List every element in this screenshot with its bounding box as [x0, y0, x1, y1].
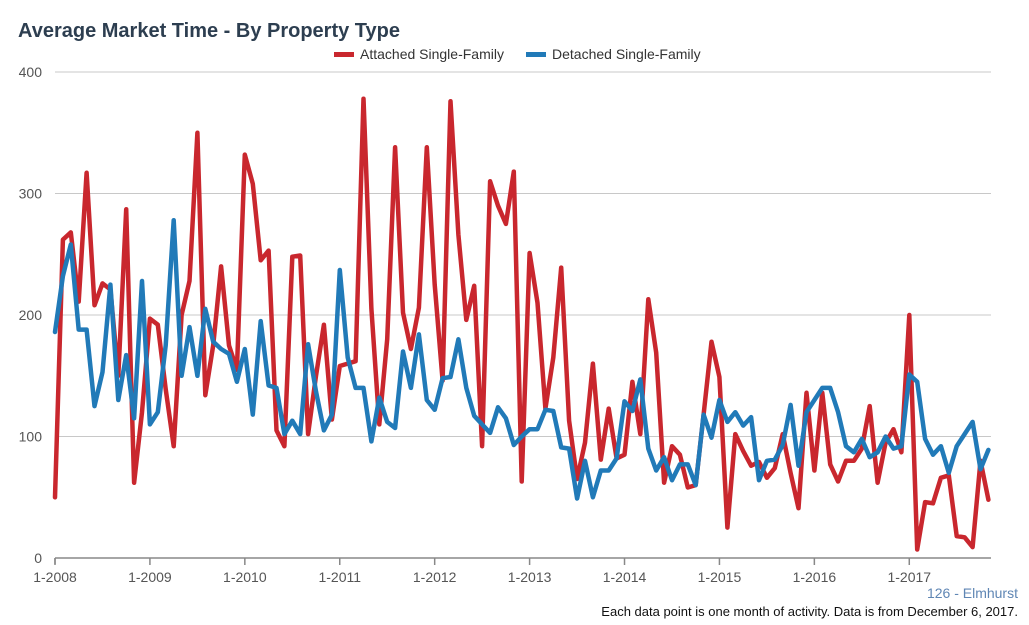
x-tick-label-1-2012: 1-2012	[413, 569, 457, 585]
y-tick-label-0: 0	[34, 550, 42, 566]
y-tick-label-100: 100	[19, 429, 43, 445]
chart-title: Average Market Time - By Property Type	[18, 20, 400, 42]
x-tick-label-1-2015: 1-2015	[698, 569, 742, 585]
y-tick-label-400: 400	[19, 64, 43, 80]
series-line-detached	[52, 217, 991, 501]
x-tick-label-1-2008: 1-2008	[33, 569, 77, 585]
x-tick-label-1-2014: 1-2014	[603, 569, 647, 585]
series-lines	[52, 96, 991, 552]
x-tick-label-1-2011: 1-2011	[318, 569, 361, 585]
legend-swatch-attached	[334, 51, 354, 57]
legend-label-detached: Detached Single-Family	[552, 46, 701, 62]
x-tick-label-1-2010: 1-2010	[223, 569, 267, 585]
y-tick-label-300: 300	[19, 186, 43, 202]
legend: Attached Single-Family Detached Single-F…	[0, 46, 1029, 66]
x-tick-label-1-2009: 1-2009	[128, 569, 172, 585]
y-axis-labels: 0 100 200 300 400	[19, 64, 43, 566]
legend-item-detached[interactable]: Detached Single-Family	[526, 46, 701, 62]
y-tick-label-200: 200	[19, 307, 43, 323]
legend-item-attached[interactable]: Attached Single-Family	[334, 46, 504, 62]
x-tick-label-1-2017: 1-2017	[887, 569, 931, 585]
series-line-attached	[52, 96, 991, 552]
region-label: 126 - Elmhurst	[926, 585, 1018, 601]
x-tick-label-1-2016: 1-2016	[793, 569, 837, 585]
legend-label-attached: Attached Single-Family	[360, 46, 504, 62]
x-tick-label-1-2013: 1-2013	[508, 569, 552, 585]
x-axis: 1-2008 1-2009 1-2010 1-2011 1-2012 1-2013 1-20…	[33, 557, 991, 585]
footnote: Each data point is one month of activity…	[601, 604, 1018, 619]
legend-swatch-detached	[526, 51, 546, 57]
